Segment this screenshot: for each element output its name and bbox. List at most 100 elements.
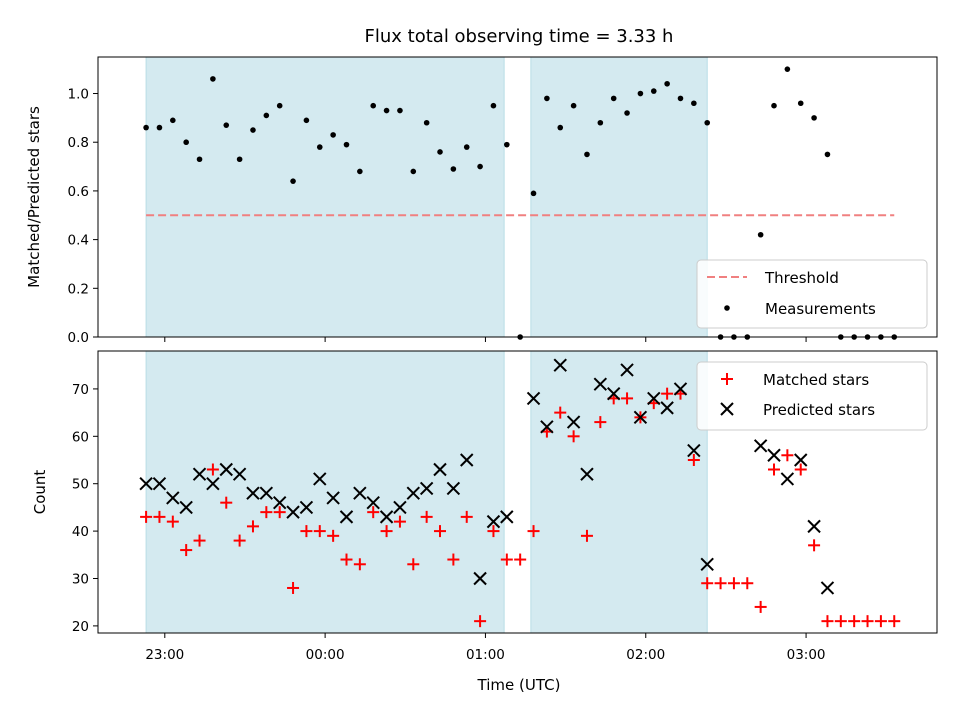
matched-star-point [246,520,259,533]
matched-star-point [661,387,674,400]
top-x-ticks [164,337,807,342]
measurement-point [250,127,256,133]
x-tick-label: 00:00 [306,647,345,663]
bottom-y-axis-label: Count [31,470,49,515]
matched-star-point [233,534,246,547]
measurement-point [490,102,497,109]
predicted-star-stroke [486,514,501,529]
measurement-point [316,144,323,150]
measurement-point [143,124,149,131]
matched-star-point [874,615,887,628]
predicted-star-stroke [633,410,648,425]
measurement-point [410,168,417,175]
measurement-point [463,144,470,150]
predicted-star-point [526,391,541,406]
measurement-point [383,107,390,114]
chart-title: Flux total observing time = 3.33 h [365,26,674,47]
matched-star-point [580,529,593,542]
predicted-star-stroke [446,481,461,496]
predicted-star-stroke [272,495,287,510]
bottom-y-tick-label: 70 [72,382,89,398]
predicted-star-point [192,467,207,481]
predicted-star-stroke [433,462,447,477]
bottom-y-tick-label: 40 [72,524,89,540]
matched-star-point [193,534,206,547]
matched-star-point [714,577,727,590]
bottom-y-tick-label: 30 [72,571,89,587]
top-shaded-interval [145,56,505,338]
matched-star-point [460,510,473,523]
measurement-point [677,95,684,102]
predicted-star-point [393,500,407,515]
top-shaded-intervals [145,56,708,338]
measurement-point [343,141,350,148]
predicted-star-point [687,443,701,458]
measurement-point [797,100,804,107]
measurement-point [330,132,336,138]
matched-star-point [754,600,767,613]
measurement-point [276,102,283,109]
predicted-star-point [206,476,220,491]
bottom-x-axis: 23:00 00:00 01:00 02:00 03:00 [145,633,826,663]
predicted-star-stroke [580,467,594,481]
matched-legend-label: Matched stars [763,371,869,389]
measurement-point [584,151,590,158]
predicted-star-stroke [820,581,835,595]
measurement-point [824,151,831,158]
predicted-legend-swatch [720,402,734,416]
x-tick-label: 23:00 [145,647,184,663]
matched-star-point [420,510,433,523]
bottom-shaded-intervals [145,350,708,634]
matched-star-point [340,553,353,566]
measurement-points [143,66,898,340]
predicted-star-point [553,358,567,372]
predicted-star-point [606,386,621,401]
predicted-star-stroke [620,363,634,377]
predicted-star-stroke [313,472,327,486]
matched-star-point [220,496,233,509]
predicted-star-point [339,510,354,524]
measurement-point [650,88,657,94]
predicted-star-stroke [553,358,567,372]
bottom-y-tick-label: 60 [72,429,89,445]
x-axis-label: Time (UTC) [477,676,561,694]
matched-star-point [407,558,420,571]
measurement-point [477,163,483,170]
measurement-point [156,124,163,131]
predicted-star-stroke [366,495,380,510]
predicted-star-point [767,448,781,462]
predicted-star-point [647,391,661,406]
predicted-star-stroke [460,453,474,467]
measurement-point [784,66,791,72]
x-tick-label: 01:00 [466,647,505,663]
predicted-star-stroke [192,467,207,481]
measurement-point [570,102,577,109]
matched-star-point [260,506,273,519]
measurement-point [357,168,363,175]
predicted-star-point [820,581,835,595]
measurement-point [223,122,230,128]
predicted-star-stroke [353,486,367,500]
predicted-star-stroke [794,453,808,467]
measurement-point [757,231,764,238]
measurement-point [170,117,176,124]
predicted-star-point [753,439,768,453]
bottom-shaded-interval [145,350,505,634]
measurement-point [437,149,443,155]
predicted-star-point [286,505,300,519]
measurement-point [263,112,270,119]
bottom-y-tick-label: 20 [72,619,89,635]
predicted-star-point [580,467,594,481]
predicted-star-stroke [179,500,193,515]
bottom-legend: Matched stars Predicted stars [696,361,928,431]
predicted-star-stroke [379,510,394,524]
measurement-point [450,166,457,172]
measurement-point [530,190,537,197]
measurement-point [236,156,243,163]
measurement-point [544,95,550,102]
predicted-star-stroke [647,391,661,406]
matched-star-point [500,553,513,566]
predicted-stars-points [139,358,835,595]
bottom-panel: 20 30 40 50 60 70 23:00 00:00 01:00 02:00 03:00 C… [31,350,938,694]
